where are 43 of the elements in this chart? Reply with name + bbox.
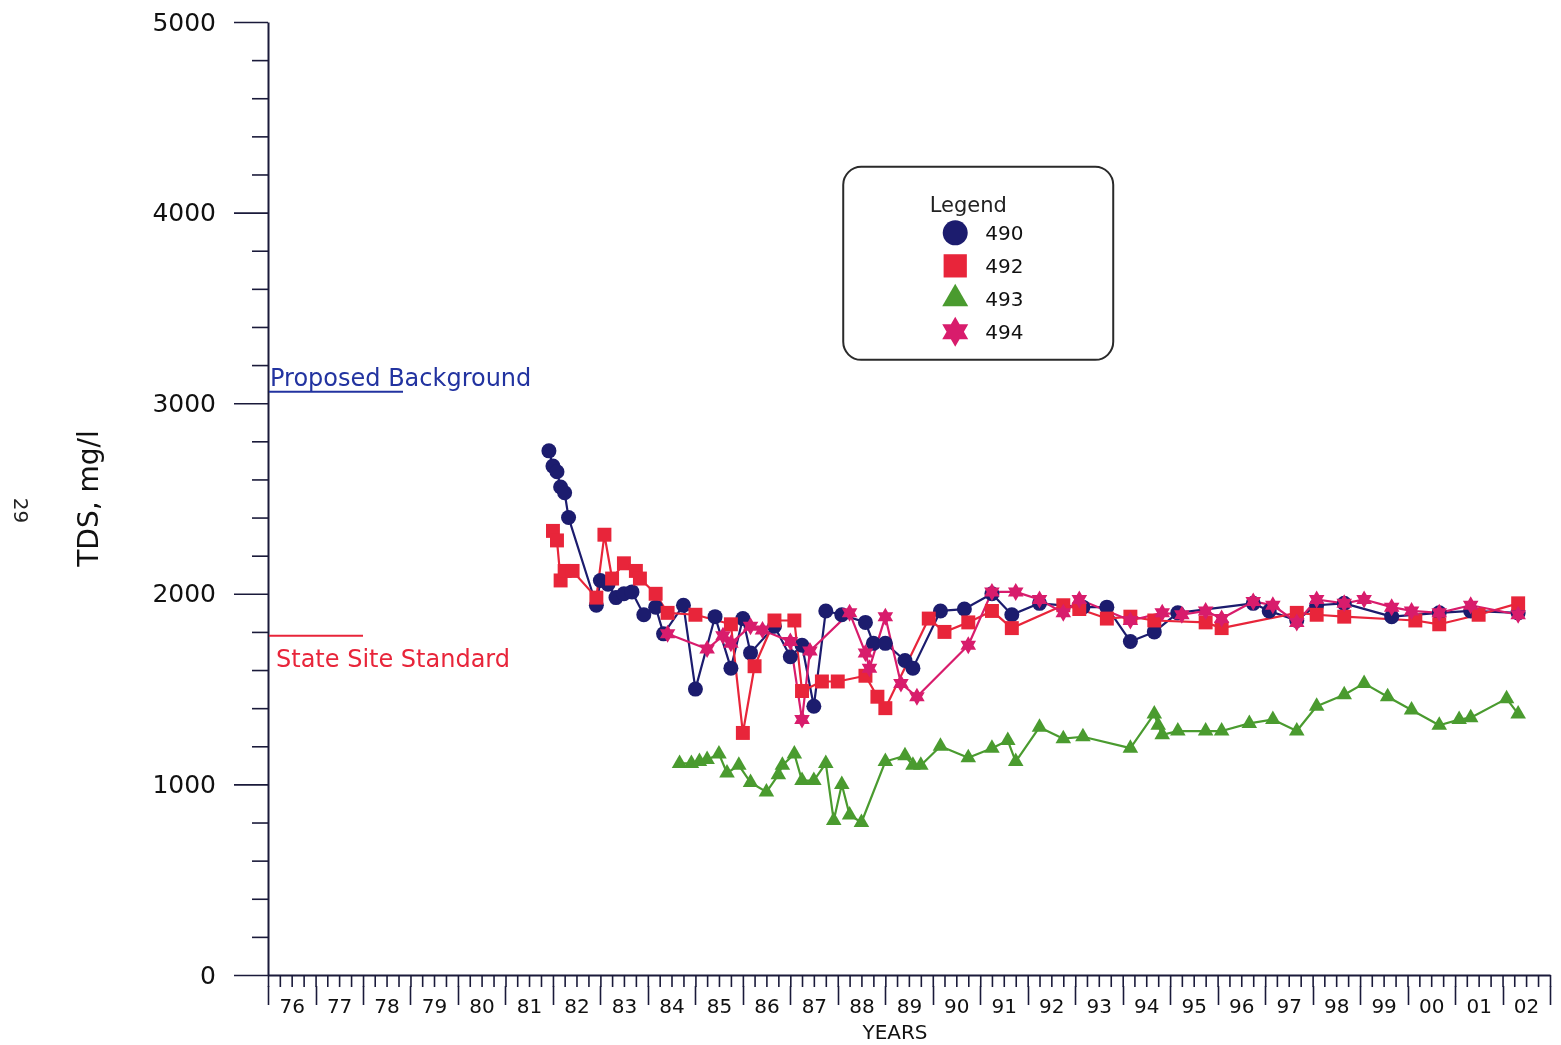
legend-label: 494 bbox=[985, 319, 1024, 344]
x-axis-title: YEARS bbox=[861, 1020, 928, 1044]
x-tick-label: 93 bbox=[1086, 994, 1113, 1019]
x-tick-label: 92 bbox=[1039, 994, 1065, 1019]
legend-label: 492 bbox=[985, 253, 1024, 278]
legend-label: 490 bbox=[985, 220, 1024, 245]
x-tick-label: 79 bbox=[421, 994, 448, 1019]
x-tick-label: 82 bbox=[564, 994, 590, 1019]
legend-label: 493 bbox=[985, 286, 1024, 311]
x-tick-label: 77 bbox=[326, 994, 353, 1019]
x-tick-label: 76 bbox=[279, 994, 305, 1019]
x-tick-label: 83 bbox=[611, 994, 638, 1019]
x-tick-label: 95 bbox=[1181, 994, 1207, 1019]
text: 29 bbox=[9, 497, 33, 524]
x-tick-label: 00 bbox=[1418, 994, 1445, 1019]
y-tick-label: 1000 bbox=[152, 769, 216, 799]
y-axis-title: TDS, mg/l bbox=[72, 430, 105, 568]
y-tick-label: 5000 bbox=[152, 7, 216, 37]
ref-line-label: Proposed Background bbox=[270, 363, 532, 392]
x-tick-label: 01 bbox=[1466, 994, 1492, 1019]
x-tick-label: 91 bbox=[991, 994, 1017, 1019]
x-tick-label: 78 bbox=[374, 994, 400, 1019]
y-tick-label: 0 bbox=[200, 960, 216, 990]
x-tick-label: 84 bbox=[659, 994, 685, 1019]
x-tick-label: 89 bbox=[896, 994, 923, 1019]
x-tick-label: 97 bbox=[1276, 994, 1302, 1019]
x-tick-label: 94 bbox=[1134, 994, 1160, 1019]
x-tick-label: 98 bbox=[1323, 994, 1350, 1019]
x-tick-label: 85 bbox=[706, 994, 733, 1019]
x-tick-label: 99 bbox=[1371, 994, 1397, 1019]
x-tick-label: 02 bbox=[1513, 994, 1540, 1019]
ref-line-label: State Site Standard bbox=[276, 644, 511, 673]
x-tick-label: 88 bbox=[849, 994, 875, 1019]
y-tick-label: 2000 bbox=[152, 579, 216, 609]
x-tick-label: 87 bbox=[801, 994, 828, 1019]
x-tick-label: 86 bbox=[754, 994, 780, 1019]
x-tick-label: 80 bbox=[469, 994, 495, 1019]
legend-title: Legend bbox=[929, 192, 1007, 217]
x-tick-label: 81 bbox=[516, 994, 543, 1019]
x-tick-label: 90 bbox=[944, 994, 970, 1019]
x-tick-label: 96 bbox=[1229, 994, 1255, 1019]
y-tick-label: 3000 bbox=[152, 388, 216, 418]
y-tick-label: 4000 bbox=[152, 198, 216, 228]
